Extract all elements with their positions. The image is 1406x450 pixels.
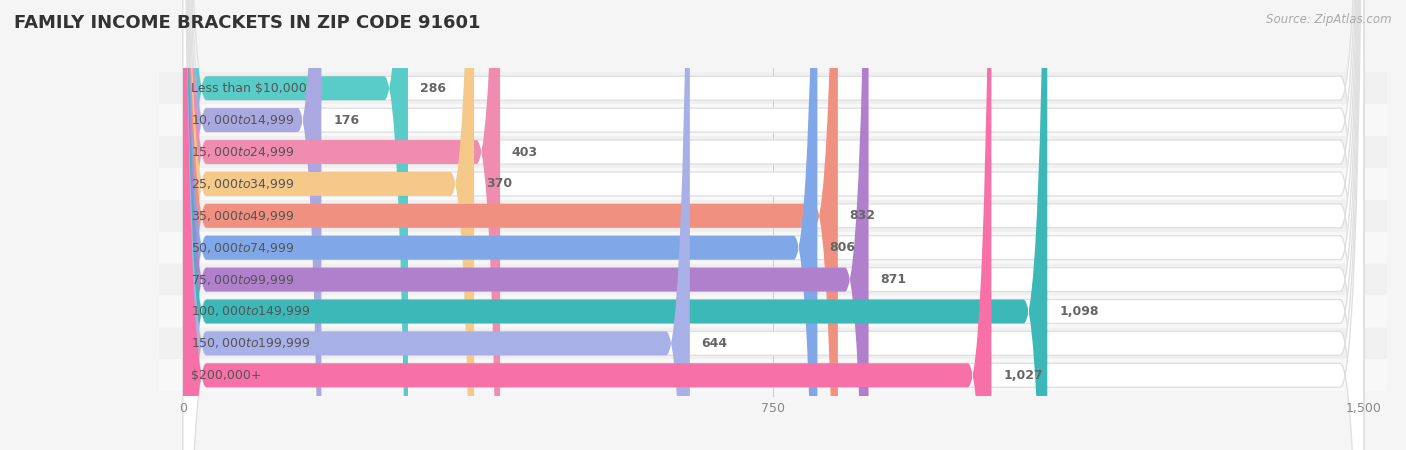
Bar xyxy=(159,360,1388,391)
Text: FAMILY INCOME BRACKETS IN ZIP CODE 91601: FAMILY INCOME BRACKETS IN ZIP CODE 91601 xyxy=(14,14,481,32)
Text: $150,000 to $199,999: $150,000 to $199,999 xyxy=(191,337,311,351)
Text: $10,000 to $14,999: $10,000 to $14,999 xyxy=(191,113,294,127)
FancyBboxPatch shape xyxy=(183,0,991,450)
FancyBboxPatch shape xyxy=(183,0,322,450)
Bar xyxy=(159,72,1388,104)
Bar xyxy=(159,168,1388,200)
Text: 370: 370 xyxy=(486,177,512,190)
Text: 1,098: 1,098 xyxy=(1059,305,1098,318)
FancyBboxPatch shape xyxy=(183,0,1364,450)
FancyBboxPatch shape xyxy=(183,0,1364,450)
FancyBboxPatch shape xyxy=(183,0,1364,450)
FancyBboxPatch shape xyxy=(183,0,1364,450)
Bar xyxy=(159,104,1388,136)
FancyBboxPatch shape xyxy=(183,0,1364,450)
FancyBboxPatch shape xyxy=(183,0,838,450)
FancyBboxPatch shape xyxy=(183,0,501,450)
Text: $75,000 to $99,999: $75,000 to $99,999 xyxy=(191,273,294,287)
Text: 286: 286 xyxy=(420,82,446,95)
Text: 644: 644 xyxy=(702,337,728,350)
Text: $15,000 to $24,999: $15,000 to $24,999 xyxy=(191,145,294,159)
Text: 871: 871 xyxy=(880,273,907,286)
Bar xyxy=(159,136,1388,168)
FancyBboxPatch shape xyxy=(183,0,1364,450)
Text: 176: 176 xyxy=(333,113,360,126)
FancyBboxPatch shape xyxy=(183,0,408,450)
Bar xyxy=(159,296,1388,327)
Text: $50,000 to $74,999: $50,000 to $74,999 xyxy=(191,241,294,255)
FancyBboxPatch shape xyxy=(183,0,1364,450)
FancyBboxPatch shape xyxy=(183,0,1364,450)
FancyBboxPatch shape xyxy=(183,0,1047,450)
Bar xyxy=(159,328,1388,359)
Text: Less than $10,000: Less than $10,000 xyxy=(191,82,307,95)
Text: $100,000 to $149,999: $100,000 to $149,999 xyxy=(191,305,311,319)
Text: $25,000 to $34,999: $25,000 to $34,999 xyxy=(191,177,294,191)
FancyBboxPatch shape xyxy=(183,0,1364,450)
Text: $200,000+: $200,000+ xyxy=(191,369,262,382)
Text: 1,027: 1,027 xyxy=(1004,369,1043,382)
Text: 832: 832 xyxy=(849,209,876,222)
Bar xyxy=(159,200,1388,232)
Text: $35,000 to $49,999: $35,000 to $49,999 xyxy=(191,209,294,223)
Text: 806: 806 xyxy=(830,241,855,254)
Text: Source: ZipAtlas.com: Source: ZipAtlas.com xyxy=(1267,14,1392,27)
FancyBboxPatch shape xyxy=(183,0,869,450)
Bar xyxy=(159,232,1388,264)
Bar xyxy=(159,264,1388,295)
FancyBboxPatch shape xyxy=(183,0,1364,450)
FancyBboxPatch shape xyxy=(183,0,690,450)
FancyBboxPatch shape xyxy=(183,0,474,450)
FancyBboxPatch shape xyxy=(183,0,817,450)
Text: 403: 403 xyxy=(512,145,538,158)
